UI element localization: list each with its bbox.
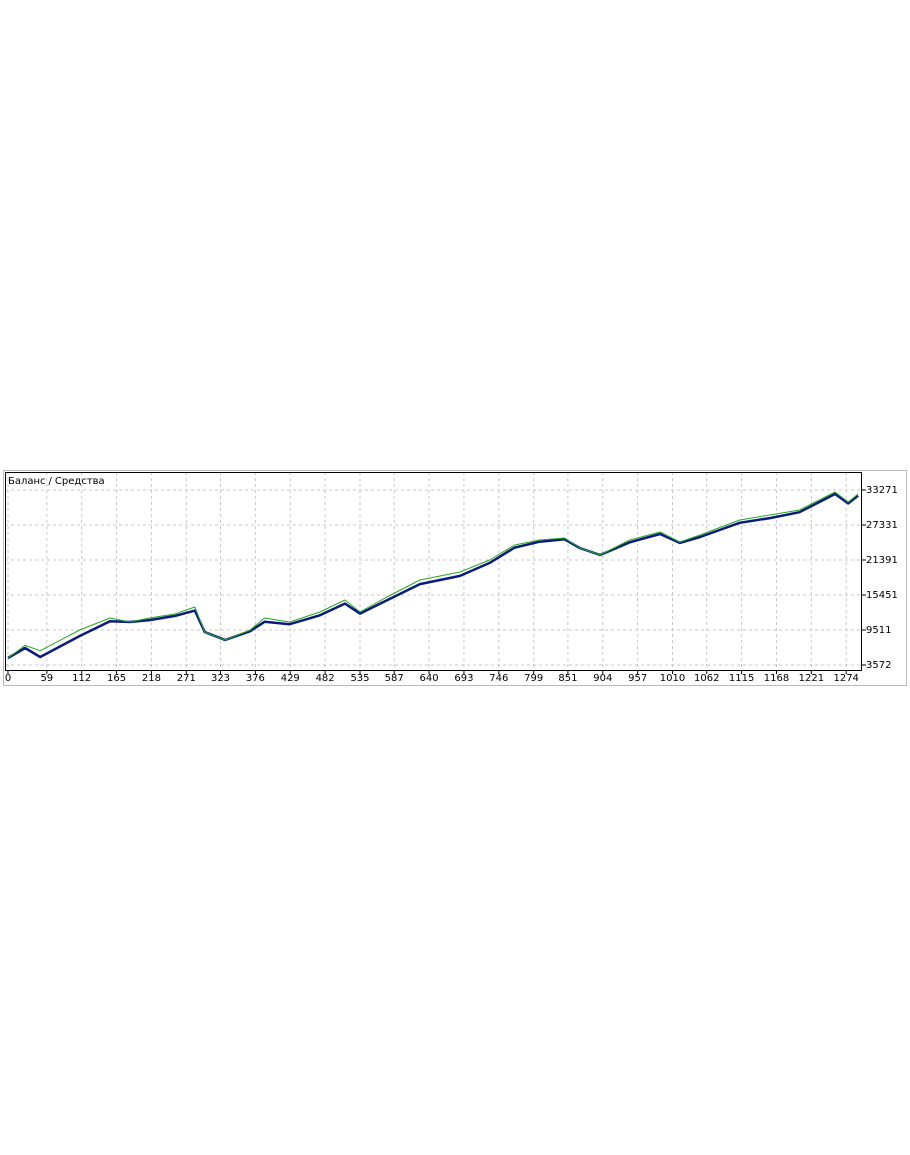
x-tick-label: 59: [40, 673, 53, 684]
y-tick-label: 33271: [866, 485, 898, 496]
x-tick-label: 957: [628, 673, 647, 684]
x-tick-label: 376: [246, 673, 265, 684]
x-tick-label: 1168: [764, 673, 789, 684]
x-tick-label: 746: [489, 673, 508, 684]
x-tick-label: 323: [211, 673, 230, 684]
series-line: [7, 492, 859, 660]
x-tick-label: 482: [316, 673, 335, 684]
y-tick-label: 15451: [866, 590, 898, 601]
x-tick-label: 1115: [729, 673, 754, 684]
x-tick-label: 535: [350, 673, 369, 684]
x-tick-label: 587: [385, 673, 404, 684]
legend-entry: Баланс: [8, 476, 46, 487]
x-tick-label: 1062: [694, 673, 719, 684]
x-tick-label: 640: [420, 673, 439, 684]
x-tick-label: 429: [281, 673, 300, 684]
x-tick-label: 271: [177, 673, 196, 684]
y-tick-label: 27331: [866, 520, 898, 531]
x-tick-label: 851: [558, 673, 577, 684]
x-tick-label: 1010: [660, 673, 685, 684]
x-tick-label: 165: [107, 673, 126, 684]
x-tick-label: 1274: [833, 673, 858, 684]
grid: [5, 472, 866, 674]
x-tick-label: 1221: [799, 673, 824, 684]
plot-frame: [5, 472, 862, 671]
x-tick-label: 904: [593, 673, 612, 684]
y-tick-label: 3572: [866, 660, 891, 671]
legend-entry: Средства: [55, 476, 105, 487]
x-tick-label: 0: [5, 673, 11, 684]
y-tick-label: 21391: [866, 555, 898, 566]
series-line: [7, 491, 859, 659]
x-tick-label: 693: [454, 673, 473, 684]
labels: Баланс / Средства 0 59 112 165 218 271 323 376 4…: [5, 476, 898, 684]
x-tick-label: 218: [142, 673, 161, 684]
y-tick-label: 9511: [866, 625, 891, 636]
legend-separator: /: [49, 476, 53, 487]
x-tick-label: 112: [72, 673, 91, 684]
x-tick-label: 799: [524, 673, 543, 684]
plot: [7, 491, 859, 660]
